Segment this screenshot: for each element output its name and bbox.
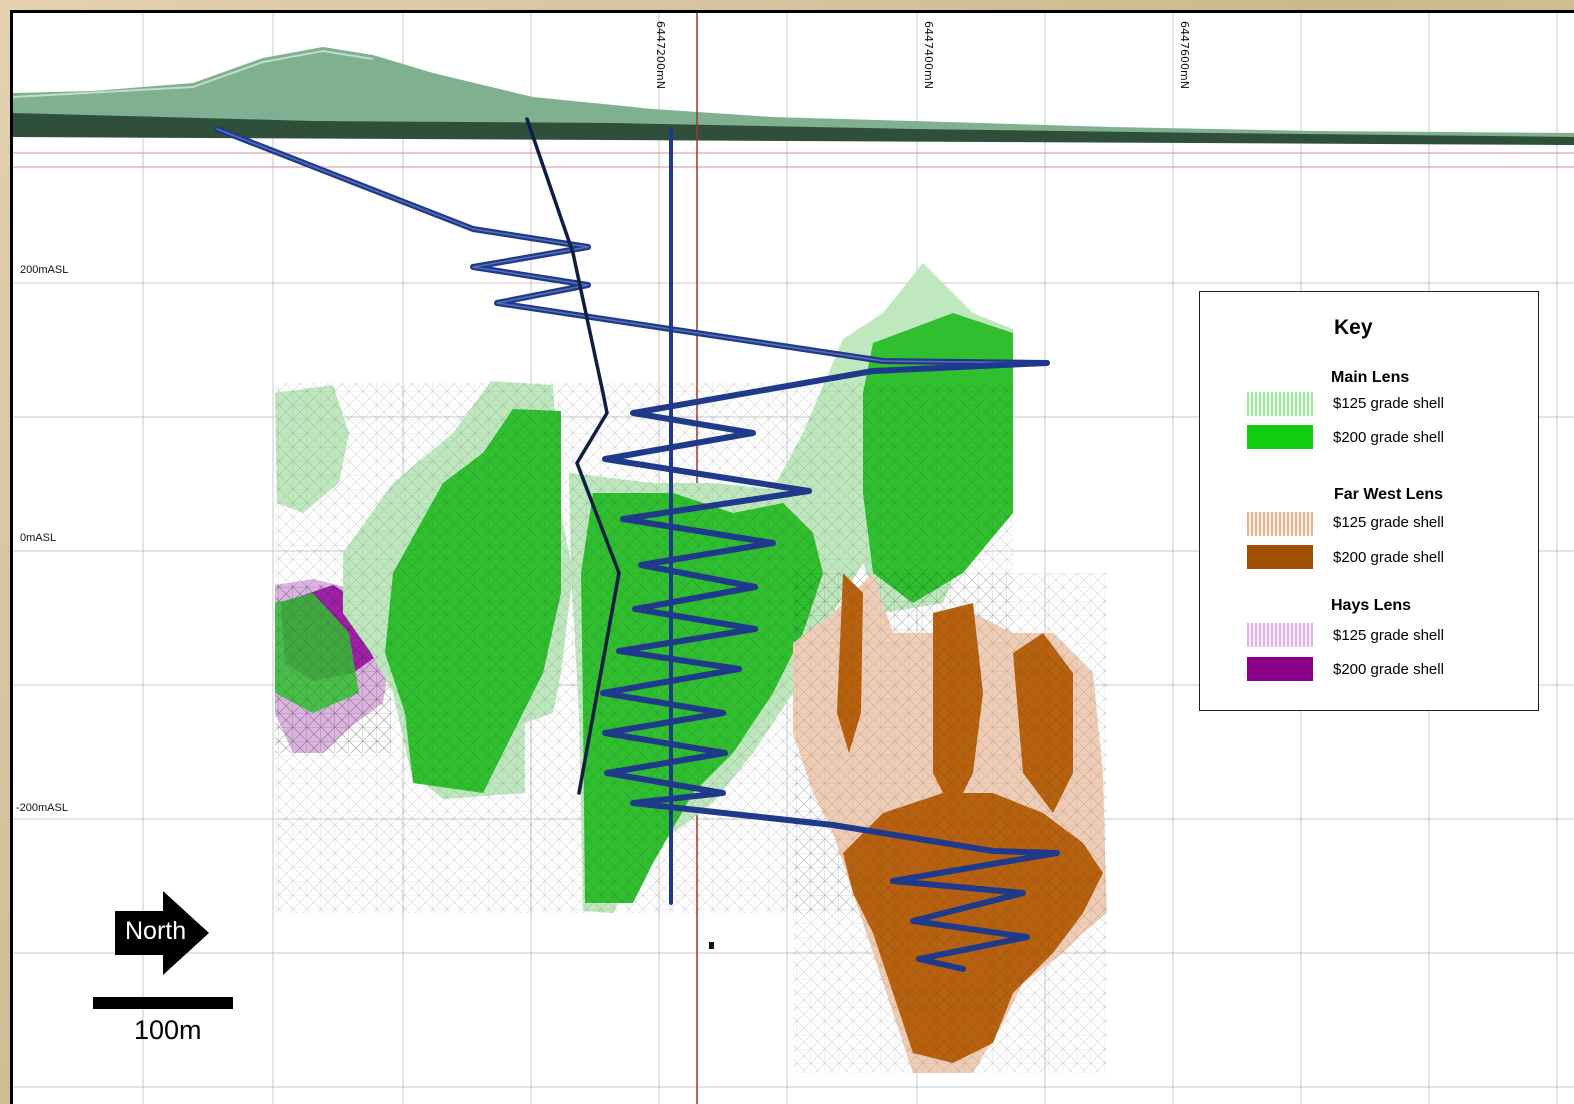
northing-label: 6447200mN bbox=[654, 21, 667, 89]
scale-bar-label: 100m bbox=[134, 1015, 202, 1045]
survey-marker bbox=[709, 942, 714, 949]
topography-surface bbox=[13, 47, 1574, 145]
legend-swatch-farwest-200 bbox=[1247, 545, 1313, 569]
northing-labels: 6447200mN 6447400mN 6447600mN bbox=[654, 21, 1191, 89]
north-arrow-label: North bbox=[125, 917, 187, 945]
northing-label: 6447600mN bbox=[1178, 21, 1191, 89]
legend-item: $125 grade shell bbox=[1333, 395, 1444, 412]
legend-item: $200 grade shell bbox=[1333, 429, 1444, 446]
elevation-label: 0mASL bbox=[20, 532, 57, 544]
legend-item: $125 grade shell bbox=[1333, 514, 1444, 531]
legend-swatch-main-200 bbox=[1247, 425, 1313, 449]
elevation-label: -200mASL bbox=[16, 802, 68, 814]
scale-bar bbox=[93, 997, 233, 1009]
legend-swatch-hays-125 bbox=[1247, 623, 1313, 647]
legend-group-main-lens: Main Lens bbox=[1331, 369, 1410, 386]
north-arrow: North bbox=[113, 889, 213, 984]
elevation-label: 200mASL bbox=[20, 264, 69, 276]
legend-swatch-main-125 bbox=[1247, 392, 1313, 416]
legend-key: Key Main Lens $125 grade shell $200 grad… bbox=[1199, 291, 1539, 711]
legend-title: Key bbox=[1334, 316, 1373, 339]
legend-group-far-west-lens: Far West Lens bbox=[1334, 486, 1444, 503]
legend-item: $200 grade shell bbox=[1333, 549, 1444, 566]
legend-item: $200 grade shell bbox=[1333, 661, 1444, 678]
northing-label: 6447400mN bbox=[922, 21, 935, 89]
legend-swatch-farwest-125 bbox=[1247, 512, 1313, 536]
decline-paths bbox=[214, 117, 1060, 972]
far-west-lens bbox=[793, 573, 1107, 1073]
legend-swatch-hays-200 bbox=[1247, 657, 1313, 681]
section-canvas: 6447200mN 6447400mN 6447600mN 200mASL 0m… bbox=[10, 10, 1574, 1104]
right-arrow-icon bbox=[115, 891, 209, 975]
legend-item: $125 grade shell bbox=[1333, 627, 1444, 644]
long-section-svg: 6447200mN 6447400mN 6447600mN bbox=[13, 13, 1574, 1104]
legend-group-hays-lens: Hays Lens bbox=[1331, 597, 1412, 614]
